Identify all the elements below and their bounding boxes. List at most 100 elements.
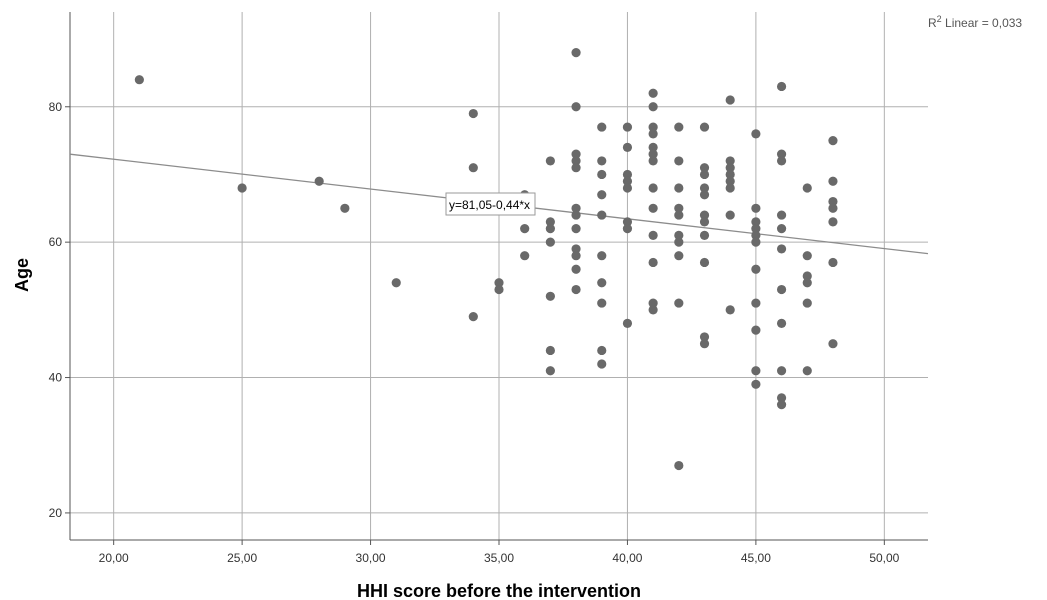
data-point [571,156,581,166]
data-point [597,210,607,220]
data-point [648,102,658,112]
data-point [622,224,633,234]
data-point [571,102,581,112]
data-point [674,156,684,166]
tick-labels: 20,00 25,00 30,00 35,00 40,00 45,00 50,00 20 40 6… [49,100,900,565]
x-tick-label: 20,00 [99,551,129,565]
data-point [725,156,735,166]
data-point [828,196,838,207]
data-point [597,122,607,132]
data-point [828,203,838,213]
data-point [776,318,787,328]
data-point [674,251,684,261]
data-point [340,203,350,213]
data-point [751,325,761,335]
data-point [751,264,761,274]
data-point [699,210,710,220]
data-point [802,271,812,281]
data-point [725,163,735,173]
data-point [674,460,684,471]
data-point [751,366,761,376]
data-point [545,237,555,247]
data-point [571,244,581,254]
data-point [571,149,581,159]
data-point [674,122,684,132]
data-point [597,345,607,356]
data-point [699,332,710,342]
data-point [571,48,581,58]
r-squared-label: R2 Linear = 0,033 [928,14,1022,30]
data-point [520,224,530,234]
data-point [699,190,710,200]
data-point [751,203,761,213]
equation-box: y=81,05-0,44*x [445,192,536,216]
data-point [802,366,812,376]
data-point [802,251,812,261]
y-tick-label: 20 [49,506,63,520]
data-point [597,298,607,308]
data-point [751,129,761,139]
data-point [776,244,787,254]
data-point [648,183,658,193]
x-tick-label: 30,00 [356,551,386,565]
data-point [648,122,658,132]
data-point [776,393,787,403]
data-point [699,217,710,227]
data-point [674,298,684,308]
data-point [134,75,144,85]
data-point [776,224,787,234]
data-point [314,176,324,186]
data-point [571,284,581,295]
data-point [648,257,658,268]
data-point [751,217,761,227]
data-point [776,81,787,92]
data-point [802,183,812,193]
data-point [468,163,478,173]
x-tick-label: 45,00 [741,551,771,565]
data-point [545,217,555,227]
data-point [776,284,787,295]
data-point [391,278,401,288]
data-point [545,156,555,166]
data-point [751,379,761,389]
x-tick-label: 35,00 [484,551,514,565]
data-point [699,169,710,180]
data-point [648,230,658,240]
data-point [597,278,607,288]
data-point [751,237,761,247]
data-point [571,203,581,213]
data-point [545,345,555,356]
data-point [597,156,607,166]
x-tick-label: 25,00 [227,551,257,565]
data-point [468,312,478,322]
data-point [674,183,684,193]
x-tick-label: 50,00 [869,551,899,565]
data-point [828,217,838,227]
data-point [571,210,581,220]
grid-lines [70,12,928,540]
data-point [571,163,581,173]
data-point [776,149,787,159]
data-point [828,176,838,186]
data-point [648,142,658,152]
data-point [648,298,658,308]
data-point [674,210,684,220]
y-tick-label: 60 [49,235,63,249]
data-point [699,122,710,132]
data-point [699,257,710,268]
data-point [648,88,658,98]
data-point [571,224,581,234]
data-point [776,210,787,220]
data-point [622,142,633,152]
data-point [648,156,658,166]
data-point [494,284,504,295]
data-points [134,48,838,471]
data-point [597,169,607,180]
data-point [622,122,633,132]
data-point [828,339,838,349]
data-point [751,298,761,308]
data-point [622,318,633,328]
y-axis-title: Age [12,258,32,292]
data-point [597,359,607,369]
data-point [571,264,581,274]
